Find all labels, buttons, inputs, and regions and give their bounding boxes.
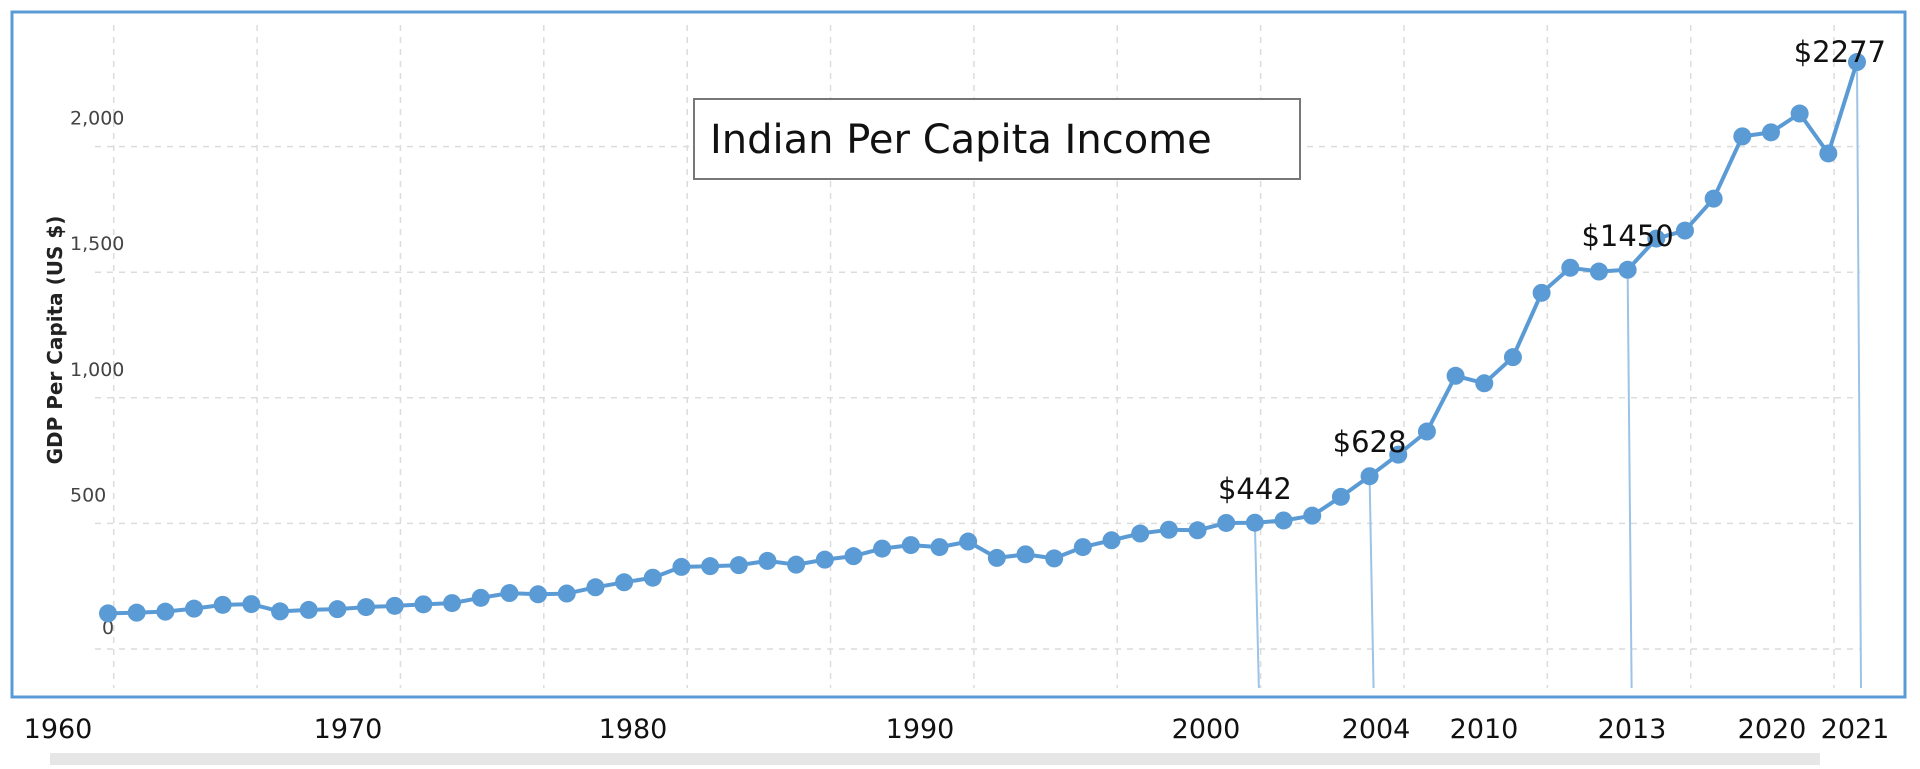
data-point bbox=[1331, 487, 1350, 506]
data-point bbox=[1159, 520, 1178, 539]
data-point bbox=[1647, 229, 1666, 248]
data-point bbox=[271, 602, 290, 621]
data-point bbox=[557, 584, 576, 603]
data-point bbox=[1503, 348, 1522, 367]
x-tick-label: 2021 bbox=[1821, 714, 1890, 745]
data-point bbox=[959, 532, 978, 551]
data-point bbox=[1073, 538, 1092, 557]
x-tick-label: 1980 bbox=[599, 714, 668, 745]
data-point bbox=[1102, 531, 1121, 550]
value-callout: $442 bbox=[1218, 472, 1292, 506]
data-point bbox=[156, 602, 175, 621]
x-tick-label: 1970 bbox=[314, 714, 383, 745]
callout-leader bbox=[1626, 269, 1633, 689]
data-point bbox=[1131, 524, 1150, 543]
data-point bbox=[701, 557, 720, 576]
data-point bbox=[901, 536, 920, 555]
data-point bbox=[1733, 127, 1752, 146]
x-axis-ticks: 1960 1970 1980 1990 2000 2004 2010 2013 2020 2021 bbox=[24, 714, 1890, 745]
data-point bbox=[1360, 467, 1379, 486]
callout-leader bbox=[1368, 476, 1375, 689]
data-point bbox=[1446, 366, 1465, 385]
data-point bbox=[99, 604, 117, 623]
data-point bbox=[1532, 283, 1551, 302]
data-point bbox=[1675, 221, 1694, 240]
data-point bbox=[844, 547, 863, 566]
y-tick-label: 1,000 bbox=[70, 359, 124, 381]
data-point bbox=[328, 600, 347, 619]
data-point bbox=[1561, 258, 1580, 277]
title-box-frame bbox=[693, 98, 1301, 180]
data-point bbox=[414, 595, 433, 614]
data-point bbox=[729, 556, 748, 575]
callout-leaders bbox=[1253, 62, 1862, 689]
data-point bbox=[1245, 513, 1264, 532]
data-point bbox=[643, 568, 662, 587]
y-axis-label: GDP Per Capita (US $) bbox=[43, 216, 67, 465]
data-point bbox=[1188, 521, 1207, 540]
x-tick-label: 1990 bbox=[886, 714, 955, 745]
data-point bbox=[385, 596, 404, 615]
data-point bbox=[1389, 445, 1408, 464]
horizontal-scrollbar[interactable] bbox=[50, 753, 1820, 765]
data-point bbox=[930, 538, 949, 557]
y-tick-label: 2,000 bbox=[70, 108, 124, 130]
data-point bbox=[815, 550, 834, 569]
data-point bbox=[758, 551, 777, 570]
data-point bbox=[1790, 104, 1809, 123]
data-point bbox=[1417, 422, 1436, 441]
data-point bbox=[500, 584, 519, 603]
data-point bbox=[1761, 123, 1780, 142]
data-point bbox=[127, 603, 146, 622]
x-tick-label: 1960 bbox=[24, 714, 93, 745]
value-callout: $2277 bbox=[1794, 35, 1886, 69]
x-tick-label: 2013 bbox=[1598, 714, 1667, 745]
data-point bbox=[1016, 545, 1035, 564]
callout-leader bbox=[1253, 522, 1260, 689]
data-point bbox=[1819, 144, 1838, 163]
data-point bbox=[873, 539, 892, 558]
callout-leader bbox=[1856, 62, 1862, 689]
data-point bbox=[1217, 513, 1236, 532]
data-point bbox=[1303, 506, 1322, 525]
data-point bbox=[299, 600, 318, 619]
data-point bbox=[787, 555, 806, 574]
data-point bbox=[443, 594, 462, 613]
data-point bbox=[1704, 189, 1723, 208]
x-tick-label: 2020 bbox=[1738, 714, 1807, 745]
value-callout: $628 bbox=[1333, 425, 1407, 459]
value-callout: $1450 bbox=[1581, 219, 1673, 253]
data-point bbox=[357, 598, 376, 617]
data-point bbox=[529, 585, 548, 604]
chart-title: Indian Per Capita Income bbox=[710, 117, 1212, 163]
value-callouts: $442 $628 $1450 $2277 bbox=[1218, 35, 1886, 506]
x-tick-label: 2004 bbox=[1342, 714, 1411, 745]
data-point bbox=[1475, 374, 1494, 393]
chart-title-box: Indian Per Capita Income bbox=[693, 98, 1301, 180]
x-tick-label: 2010 bbox=[1450, 714, 1519, 745]
data-point bbox=[1045, 549, 1064, 568]
y-tick-label: 1,500 bbox=[70, 233, 124, 255]
data-point bbox=[1589, 262, 1608, 281]
data-point bbox=[1618, 260, 1637, 279]
y-axis-ticks: 0 500 1,000 1,500 2,000 bbox=[70, 108, 124, 639]
y-tick-label: 500 bbox=[70, 484, 106, 506]
data-points bbox=[99, 53, 1866, 623]
data-point bbox=[1274, 511, 1293, 530]
data-point bbox=[987, 548, 1006, 567]
data-point bbox=[185, 599, 204, 618]
data-point bbox=[672, 557, 691, 576]
data-point bbox=[213, 595, 232, 614]
y-tick-label: 0 bbox=[102, 617, 114, 639]
data-point bbox=[471, 588, 490, 607]
data-point bbox=[615, 573, 634, 592]
data-point bbox=[242, 595, 261, 614]
x-tick-label: 2000 bbox=[1172, 714, 1241, 745]
data-point bbox=[1848, 53, 1866, 72]
data-point bbox=[586, 578, 605, 597]
